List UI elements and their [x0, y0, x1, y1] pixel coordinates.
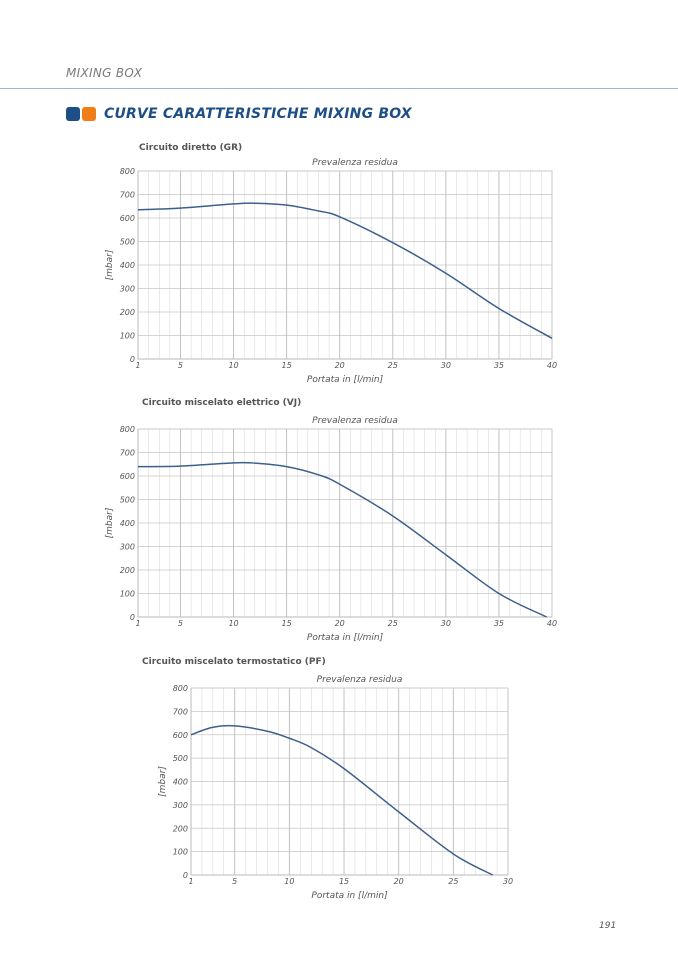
chart-2-ylabel: [mbar] — [105, 507, 115, 538]
chart-1-label: Circuito diretto (GR) — [139, 143, 243, 153]
chart-2-xtick-label: 20 — [335, 619, 345, 628]
chart-2-ytick-label: 100 — [120, 590, 135, 599]
chart-3-ytick-label: 400 — [173, 778, 188, 787]
chart-3-xtick-label: 20 — [394, 877, 404, 886]
chart-3-series-line — [190, 724, 494, 876]
chart-1-xlabel: Portata in [l/min] — [307, 375, 384, 385]
chart-1-xtick-label: 40 — [547, 361, 557, 370]
chart-3-plot-frame — [190, 687, 509, 876]
chart-2-ytick-label: 400 — [120, 519, 135, 528]
chart-2-title: Prevalenza residua — [312, 416, 398, 426]
chart-2-xlabel: Portata in [l/min] — [307, 633, 384, 643]
chart-1-plot-frame — [137, 170, 553, 360]
chart-1-xtick-label: 15 — [282, 361, 292, 370]
chart-2-xtick-label: 10 — [228, 619, 238, 628]
chart-2-ytick-label: 0 — [130, 613, 135, 622]
running-header: MIXING BOX — [66, 66, 143, 80]
chart-1-ytick-label: 400 — [120, 261, 135, 270]
chart-1-xtick-label: 10 — [228, 361, 238, 370]
chart-3-ytick-label: 0 — [183, 871, 188, 880]
chart-2-xtick-label: 15 — [282, 619, 292, 628]
chart-1-ytick-label: 100 — [120, 332, 135, 341]
chart-3-xlabel: Portata in [l/min] — [311, 891, 388, 901]
chart-3-xtick-label: 5 — [232, 877, 237, 886]
chart-3-title: Prevalenza residua — [317, 675, 403, 685]
section-heading: CURVE CARATTERISTICHE MIXING BOX — [66, 106, 412, 122]
chart-1-xtick-label: 5 — [178, 361, 183, 370]
chart-3-ytick-label: 700 — [173, 707, 188, 716]
chart-3-xtick-label: 30 — [503, 877, 513, 886]
chart-2-series-line — [137, 461, 548, 618]
chart-3-xtick-label: 25 — [448, 877, 458, 886]
page-number: 191 — [599, 921, 617, 931]
chart-1-xtick-label: 20 — [335, 361, 345, 370]
brand-squares-icon — [66, 107, 96, 121]
chart-1-xtick-label: 35 — [494, 361, 504, 370]
chart-2-ytick-label: 700 — [120, 449, 135, 458]
chart-1-ytick-label: 600 — [120, 214, 135, 223]
chart-1-ylabel: [mbar] — [105, 249, 115, 280]
chart-2-ytick-label: 500 — [120, 496, 135, 505]
chart-3-xtick-label: 15 — [339, 877, 349, 886]
chart-2-xtick-label: 35 — [494, 619, 504, 628]
chart-2-ytick-label: 200 — [120, 566, 135, 575]
chart-3-xtick-label: 1 — [188, 877, 193, 886]
chart-2-ytick-label: 800 — [120, 425, 135, 434]
chart-3-ytick-label: 800 — [173, 684, 188, 693]
chart-3-xtick-label: 10 — [284, 877, 294, 886]
chart-3-ytick-label: 100 — [173, 848, 188, 857]
chart-1-xtick-label: 1 — [135, 361, 140, 370]
chart-1-ytick-label: 800 — [120, 167, 135, 176]
chart-1-ytick-label: 700 — [120, 191, 135, 200]
chart-3-ylabel: [mbar] — [158, 766, 168, 797]
chart-2-xtick-label: 1 — [135, 619, 140, 628]
chart-1-ytick-label: 300 — [120, 285, 135, 294]
chart-3-ytick-label: 300 — [173, 801, 188, 810]
chart-2-label: Circuito miscelato elettrico (VJ) — [142, 398, 302, 408]
chart-1-ytick-label: 500 — [120, 238, 135, 247]
chart-3-ytick-label: 200 — [173, 824, 188, 833]
header-divider — [0, 88, 678, 89]
chart-1-xtick-label: 25 — [388, 361, 398, 370]
chart-1-ytick-label: 200 — [120, 308, 135, 317]
chart-3-ytick-label: 600 — [173, 731, 188, 740]
chart-2-xtick-label: 40 — [547, 619, 557, 628]
chart-2-ytick-label: 300 — [120, 543, 135, 552]
chart-1-xtick-label: 30 — [441, 361, 451, 370]
chart-2-ytick-label: 600 — [120, 472, 135, 481]
chart-1-ytick-label: 0 — [130, 355, 135, 364]
chart-2-xtick-label: 30 — [441, 619, 451, 628]
chart-1-title: Prevalenza residua — [312, 158, 398, 168]
chart-2-xtick-label: 5 — [178, 619, 183, 628]
section-title: CURVE CARATTERISTICHE MIXING BOX — [104, 106, 412, 122]
chart-2-plot-frame — [137, 428, 553, 618]
blue-square-icon — [66, 107, 80, 121]
chart-3-ytick-label: 500 — [173, 754, 188, 763]
orange-square-icon — [82, 107, 96, 121]
chart-2-xtick-label: 25 — [388, 619, 398, 628]
chart-3-label: Circuito miscelato termostatico (PF) — [142, 657, 326, 667]
chart-1-series-line — [137, 202, 553, 339]
